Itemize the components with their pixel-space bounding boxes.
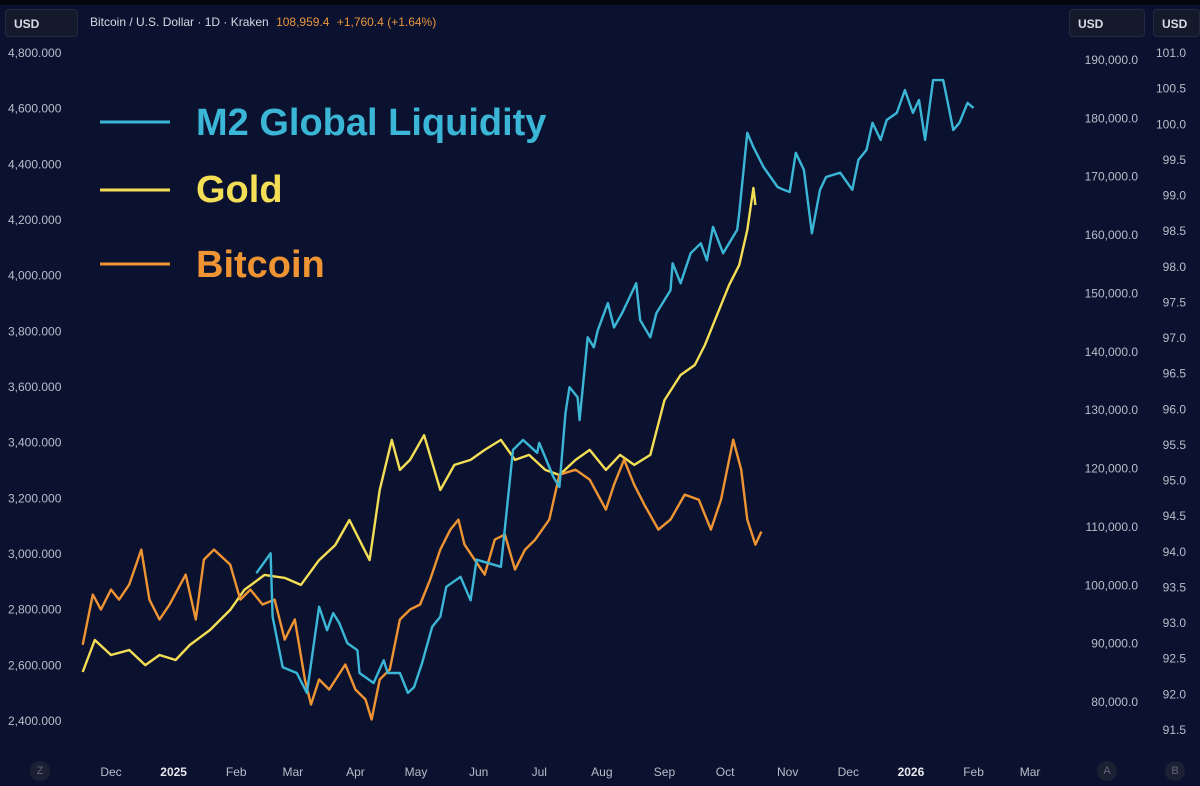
time-tick-label: Nov (777, 765, 798, 779)
time-tick-label: Jun (469, 765, 488, 779)
time-tick-label: Apr (346, 765, 365, 779)
series-line (81, 186, 757, 673)
time-tick-label: Mar (1020, 765, 1041, 779)
axis-tick-label: 4,800.000 (8, 46, 62, 60)
axis-tick-label: 140,000.0 (1085, 345, 1139, 359)
axis-tick-label: 4,400.000 (8, 157, 62, 171)
axis-tick-label: 95.5 (1163, 438, 1187, 452)
axis-tick-label: 4,600.000 (8, 102, 62, 116)
axis-tick-label: 3,200.000 (8, 491, 62, 505)
m2-price-axis[interactable]: 101.0 100.5 100.0 99.5 99.0 98.5 98.0 97.5 97.0 9… (1156, 46, 1186, 737)
axis-tick-label: 94.5 (1163, 509, 1187, 523)
axis-tick-label: 99.0 (1163, 189, 1187, 203)
axis-tick-label: 190,000.0 (1085, 53, 1139, 67)
axis-tick-label: 99.5 (1163, 153, 1187, 167)
currency-button-left[interactable]: USD (5, 9, 78, 37)
axis-tick-label: 98.5 (1163, 224, 1187, 238)
axis-tick-label: 93.0 (1163, 616, 1187, 630)
currency-button-m2-axis[interactable]: USD (1153, 9, 1200, 37)
zoom-button[interactable]: Z (30, 761, 50, 781)
axis-tick-label: 97.5 (1163, 295, 1187, 309)
time-tick-label: Feb (963, 765, 984, 779)
axis-tick-label: 100.0 (1156, 117, 1186, 131)
last-price: 108,959.4 (276, 15, 330, 29)
series-gold (81, 186, 757, 673)
series-bitcoin (81, 438, 763, 721)
axis-tick-label: 100.5 (1156, 82, 1186, 96)
axis-tick-label: 95.0 (1163, 474, 1187, 488)
axis-tick-label: 170,000.0 (1085, 170, 1139, 184)
auto-scale-button-b[interactable]: B (1165, 761, 1185, 781)
axis-tick-label: 3,400.000 (8, 436, 62, 450)
gold-price-axis[interactable]: 4,800.000 4,600.000 4,400.000 4,200.000 4,00… (8, 46, 62, 728)
axis-tick-label: 91.5 (1163, 723, 1187, 737)
legend-label-gold: Gold (196, 169, 283, 211)
axis-tick-label: 80,000.0 (1091, 695, 1138, 709)
currency-button-bitcoin-axis[interactable]: USD (1069, 9, 1145, 37)
series-line (255, 78, 975, 695)
legend: M2 Global Liquidity Gold Bitcoin (100, 102, 546, 286)
bitcoin-price-axis[interactable]: 190,000.0 180,000.0 170,000.0 160,000.0 150,… (1085, 53, 1139, 709)
time-tick-label: Dec (100, 765, 121, 779)
axis-tick-label: 110,000.0 (1086, 520, 1139, 534)
time-tick-label: Oct (716, 765, 735, 779)
axis-tick-label: 101.0 (1156, 46, 1186, 60)
axis-tick-label: 3,000.000 (8, 547, 62, 561)
symbol-title: Bitcoin / U.S. Dollar · 1D · Kraken (90, 15, 269, 29)
axis-tick-label: 92.5 (1163, 652, 1187, 666)
time-tick-label: Dec (838, 765, 859, 779)
time-tick-label: Feb (226, 765, 247, 779)
axis-tick-label: 130,000.0 (1085, 403, 1139, 417)
axis-tick-label: 120,000.0 (1085, 462, 1139, 476)
axis-tick-label: 97.0 (1163, 331, 1187, 345)
time-tick-label: Mar (282, 765, 303, 779)
axis-tick-label: 2,800.000 (8, 603, 62, 617)
axis-tick-label: 98.0 (1163, 260, 1187, 274)
axis-tick-label: 90,000.0 (1091, 637, 1138, 651)
symbol-header: Bitcoin / U.S. Dollar · 1D · Kraken 108,… (90, 15, 436, 29)
auto-scale-button-a[interactable]: A (1097, 761, 1117, 781)
axis-tick-label: 96.5 (1163, 367, 1187, 381)
axis-tick-label: 93.5 (1163, 580, 1187, 594)
time-tick-label: May (405, 765, 428, 779)
time-tick-label: 2025 (160, 765, 187, 779)
axis-tick-label: 2,600.000 (8, 658, 62, 672)
series-line (81, 438, 763, 721)
axis-tick-label: 160,000.0 (1085, 228, 1139, 242)
legend-label-m2: M2 Global Liquidity (196, 102, 546, 144)
axis-tick-label: 2,400.000 (8, 714, 62, 728)
series-lines (81, 78, 975, 721)
axis-tick-label: 94.0 (1163, 545, 1187, 559)
price-change: +1,760.4 (+1.64%) (336, 15, 437, 29)
time-tick-label: 2026 (898, 765, 925, 779)
time-tick-label: Aug (591, 765, 612, 779)
axis-tick-label: 3,600.000 (8, 380, 62, 394)
axis-tick-label: 4,200.000 (8, 213, 62, 227)
axis-tick-label: 150,000.0 (1085, 286, 1139, 300)
time-axis[interactable]: Dec 2025 Feb Mar Apr May Jun Jul Aug Sep Oct Nov Dec… (100, 765, 1040, 779)
axis-tick-label: 4,000.000 (8, 269, 62, 283)
axis-tick-label: 100,000.0 (1085, 578, 1139, 592)
axis-tick-label: 180,000.0 (1085, 111, 1139, 125)
top-strip (0, 0, 1200, 5)
time-tick-label: Sep (654, 765, 676, 779)
legend-label-bitcoin: Bitcoin (196, 244, 325, 286)
axis-tick-label: 92.0 (1163, 687, 1187, 701)
axis-tick-label: 96.0 (1163, 402, 1187, 416)
time-tick-label: Jul (532, 765, 547, 779)
axis-tick-label: 3,800.000 (8, 324, 62, 338)
series-m2-global-liquidity (255, 78, 975, 695)
